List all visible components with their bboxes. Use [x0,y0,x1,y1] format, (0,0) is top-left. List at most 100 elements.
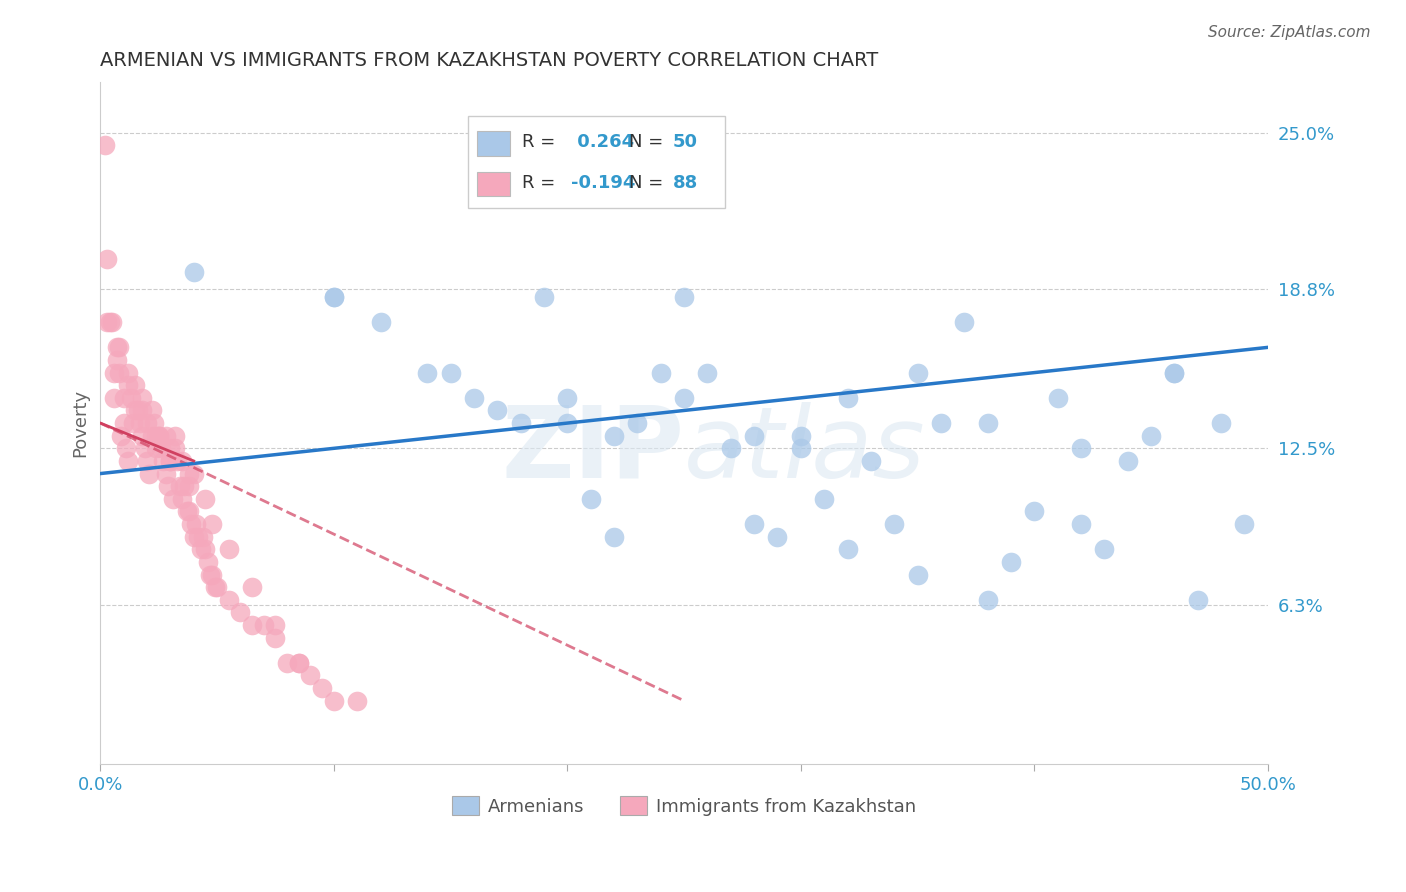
Point [1140,428,1163,442]
Point [112,391,135,405]
Point [603,428,626,442]
Point [509,416,531,430]
Point [177,504,200,518]
Point [650,366,672,380]
Point [194,542,217,557]
Point [176,504,198,518]
Point [346,694,368,708]
Point [177,467,200,481]
Text: R =: R = [522,133,561,151]
Point [673,290,696,304]
Point [155,467,177,481]
Point [183,467,205,481]
Point [131,428,153,442]
Point [150,442,173,456]
Point [790,442,813,456]
Point [299,668,322,682]
Point [463,391,485,405]
Point [165,428,187,442]
Text: Source: ZipAtlas.com: Source: ZipAtlas.com [1208,25,1371,40]
Point [124,378,146,392]
Point [416,366,439,380]
Point [201,516,224,531]
Point [110,428,132,442]
Point [131,391,153,405]
Point [191,530,214,544]
Point [187,530,209,544]
Text: R =: R = [522,174,561,192]
Point [976,592,998,607]
Point [907,567,929,582]
Point [953,315,976,329]
FancyBboxPatch shape [478,172,510,196]
Point [103,391,125,405]
FancyBboxPatch shape [468,117,725,209]
Point [1070,442,1092,456]
Point [141,403,163,417]
Point [190,542,212,557]
Point [194,491,217,506]
Point [131,403,153,417]
Point [322,694,344,708]
Point [837,391,859,405]
Text: 0.264: 0.264 [571,133,634,151]
Point [165,442,187,456]
Point [907,366,929,380]
Point [288,656,311,670]
Point [166,454,188,468]
Point [1163,366,1185,380]
Point [742,516,765,531]
Point [439,366,461,380]
Point [533,290,555,304]
Point [134,442,156,456]
Point [1209,416,1232,430]
Point [1024,504,1046,518]
Point [837,542,859,557]
FancyBboxPatch shape [478,131,510,156]
Point [311,681,333,695]
Point [148,428,170,442]
Point [579,491,602,506]
Text: 50: 50 [672,133,697,151]
Point [229,606,252,620]
Point [96,252,118,266]
Point [169,479,191,493]
Point [136,416,159,430]
Point [177,479,200,493]
Point [813,491,835,506]
Point [720,442,742,456]
Point [129,416,152,430]
Point [218,592,240,607]
Point [115,442,138,456]
Point [105,340,128,354]
Point [112,416,135,430]
Point [1092,542,1115,557]
Point [288,656,311,670]
Point [1163,366,1185,380]
Text: N =: N = [630,174,664,192]
Point [159,442,181,456]
Point [141,428,163,442]
Point [264,618,287,632]
Point [162,491,184,506]
Point [183,530,205,544]
Point [976,416,998,430]
Point [184,516,207,531]
Text: atlas: atlas [685,401,925,499]
Point [218,542,240,557]
Point [145,442,167,456]
Point [124,403,146,417]
Point [173,479,195,493]
Text: ARMENIAN VS IMMIGRANTS FROM KAZAKHSTAN POVERTY CORRELATION CHART: ARMENIAN VS IMMIGRANTS FROM KAZAKHSTAN P… [100,51,879,70]
Point [105,353,128,368]
Point [240,580,263,594]
Point [198,567,221,582]
Point [883,516,905,531]
Point [197,555,219,569]
Point [766,530,789,544]
Point [155,428,177,442]
Point [253,618,276,632]
Point [170,491,193,506]
Point [1070,516,1092,531]
Point [122,416,145,430]
